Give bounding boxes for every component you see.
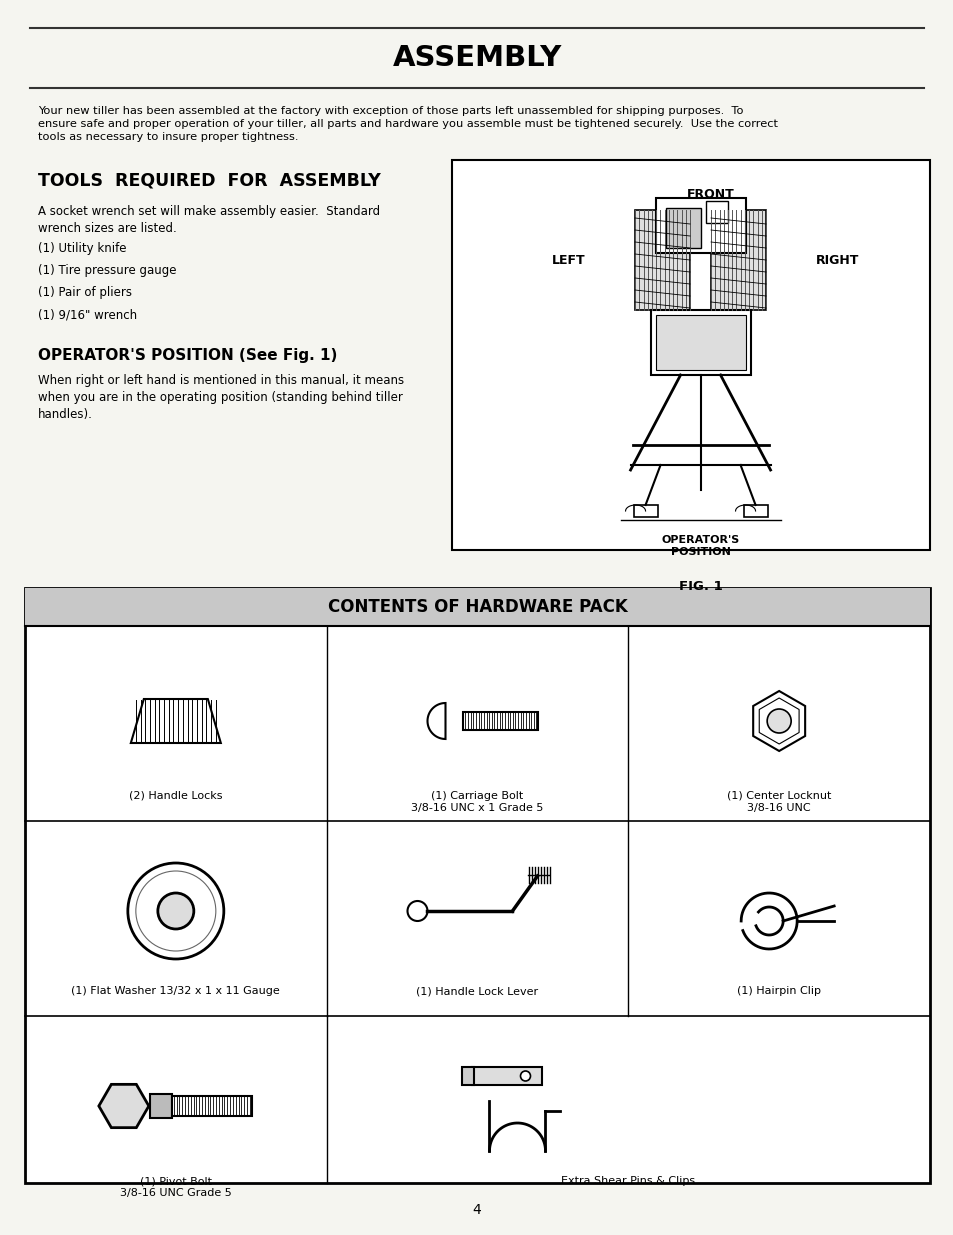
Bar: [705, 201, 727, 224]
Text: OPERATOR'S POSITION (See Fig. 1): OPERATOR'S POSITION (See Fig. 1): [38, 348, 337, 363]
Text: 4: 4: [472, 1203, 481, 1216]
Bar: [150, 1094, 172, 1118]
Bar: [650, 310, 750, 375]
Text: (1) Handle Lock Lever: (1) Handle Lock Lever: [416, 986, 538, 995]
Bar: [25, 588, 929, 1183]
Text: RIGHT: RIGHT: [815, 253, 858, 267]
Bar: [665, 207, 700, 248]
Circle shape: [128, 863, 224, 960]
Bar: [633, 505, 657, 517]
Bar: [462, 1067, 474, 1086]
Text: (1) Pivot Bolt
3/8-16 UNC Grade 5: (1) Pivot Bolt 3/8-16 UNC Grade 5: [120, 1176, 232, 1198]
Text: (2) Handle Locks: (2) Handle Locks: [129, 790, 222, 802]
Text: TOOLS  REQUIRED  FOR  ASSEMBLY: TOOLS REQUIRED FOR ASSEMBLY: [38, 172, 380, 190]
Text: (1) Center Locknut
3/8-16 UNC: (1) Center Locknut 3/8-16 UNC: [726, 790, 830, 814]
Text: ASSEMBLY: ASSEMBLY: [392, 44, 561, 72]
Bar: [655, 315, 745, 370]
Text: Your new tiller has been assembled at the factory with exception of those parts : Your new tiller has been assembled at th…: [38, 106, 778, 142]
Bar: [25, 588, 929, 626]
Bar: [635, 210, 689, 310]
Circle shape: [135, 871, 215, 951]
Polygon shape: [753, 692, 804, 751]
Bar: [655, 198, 745, 253]
Text: (1) Flat Washer 13/32 x 1 x 11 Gauge: (1) Flat Washer 13/32 x 1 x 11 Gauge: [71, 986, 280, 995]
Text: (1) 9/16" wrench: (1) 9/16" wrench: [38, 308, 137, 321]
Text: (1) Carriage Bolt
3/8-16 UNC x 1 Grade 5: (1) Carriage Bolt 3/8-16 UNC x 1 Grade 5: [411, 790, 543, 814]
Text: CONTENTS OF HARDWARE PACK: CONTENTS OF HARDWARE PACK: [327, 598, 627, 616]
Polygon shape: [427, 703, 445, 739]
Bar: [172, 1095, 252, 1116]
Circle shape: [520, 1071, 530, 1081]
Polygon shape: [759, 698, 799, 743]
Polygon shape: [131, 699, 220, 743]
Polygon shape: [99, 1084, 149, 1128]
Text: (1) Pair of pliers: (1) Pair of pliers: [38, 287, 132, 299]
Bar: [463, 713, 537, 730]
Text: A socket wrench set will make assembly easier.  Standard
wrench sizes are listed: A socket wrench set will make assembly e…: [38, 205, 379, 235]
Text: FRONT: FRONT: [686, 188, 734, 201]
Text: LEFT: LEFT: [552, 253, 585, 267]
Bar: [452, 161, 929, 550]
Text: When right or left hand is mentioned in this manual, it means
when you are in th: When right or left hand is mentioned in …: [38, 374, 404, 421]
Bar: [742, 505, 767, 517]
Bar: [472, 1067, 542, 1086]
Bar: [710, 210, 765, 310]
Text: (1) Tire pressure gauge: (1) Tire pressure gauge: [38, 264, 176, 277]
Text: FIG. 1: FIG. 1: [678, 580, 721, 593]
Text: (1) Hairpin Clip: (1) Hairpin Clip: [737, 986, 821, 995]
Circle shape: [407, 902, 427, 921]
Text: OPERATOR'S
POSITION: OPERATOR'S POSITION: [660, 535, 739, 557]
Circle shape: [157, 893, 193, 929]
Text: Extra Shear Pins & Clips: Extra Shear Pins & Clips: [560, 1176, 695, 1186]
Text: (1) Utility knife: (1) Utility knife: [38, 242, 127, 254]
Circle shape: [766, 709, 790, 734]
